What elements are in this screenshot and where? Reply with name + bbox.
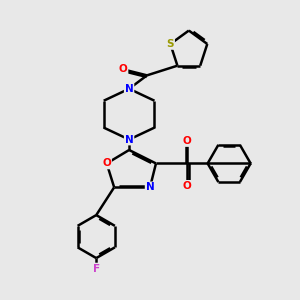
- Text: O: O: [183, 136, 192, 146]
- Text: N: N: [146, 182, 154, 192]
- Text: N: N: [125, 134, 134, 145]
- Text: S: S: [167, 39, 174, 49]
- Text: F: F: [93, 263, 100, 274]
- Text: N: N: [125, 84, 134, 94]
- Text: O: O: [119, 64, 128, 74]
- Text: O: O: [102, 158, 111, 168]
- Text: O: O: [183, 181, 192, 191]
